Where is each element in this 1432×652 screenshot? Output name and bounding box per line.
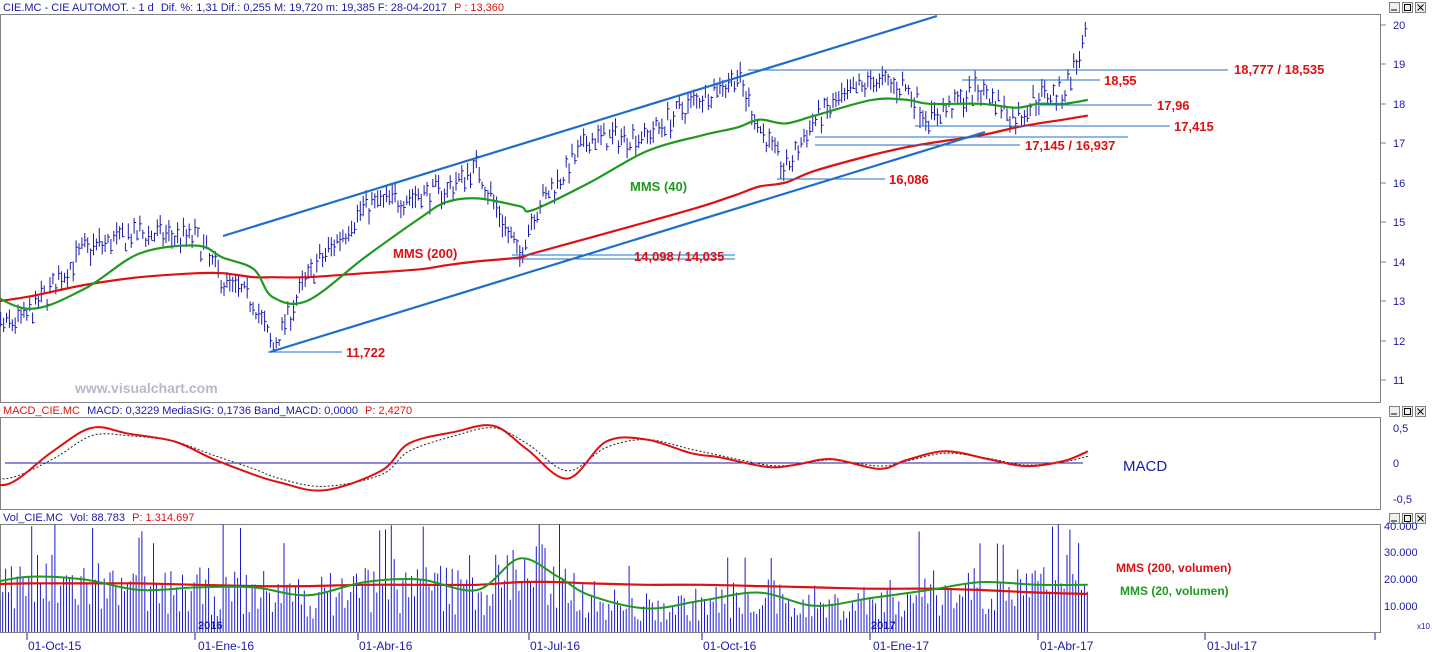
volume-window-buttons — [1389, 513, 1426, 524]
volume-y-tick: 40.000 — [1384, 521, 1418, 533]
year-labels: 2016 2017 — [198, 620, 895, 632]
macd-y-tick: 0,5 — [1393, 423, 1408, 435]
maximize-icon[interactable] — [1402, 406, 1413, 417]
macd-label: MACD — [1123, 458, 1167, 475]
volume-scale-tag: x10 — [1417, 622, 1430, 631]
minimize-icon[interactable] — [1389, 513, 1400, 524]
macd-y-tick: 0 — [1393, 458, 1399, 470]
watermark: www.visualchart.com — [74, 380, 218, 396]
volume-y-tick: 30.000 — [1384, 547, 1418, 559]
volume-stats: Vol: 88.783 — [70, 512, 125, 524]
level-annotations: 18,777 / 18,535 18,55 17,96 17,415 17,14… — [346, 62, 1324, 360]
price-moving-averages — [0, 97, 1088, 310]
macd-header: MACD_CIE.MC MACD: 0,3229 MediaSIG: 0,173… — [3, 405, 412, 417]
x-tick-label: 01-Oct-16 — [703, 639, 757, 652]
x-tick-label: 01-Abr-17 — [1040, 639, 1094, 652]
level-label-17415: 17,415 — [1174, 119, 1214, 134]
mms200-label: MMS (200) — [393, 246, 457, 261]
close-icon[interactable] — [1415, 2, 1426, 13]
x-tick-label: 01-Jul-16 — [530, 639, 580, 652]
price-header: CIE.MC - CIE AUTOMOT. - 1 d Dif. %: 1,31… — [3, 2, 504, 14]
level-label-1796: 17,96 — [1157, 98, 1190, 113]
x-axis: 01-Oct-15 01-Ene-16 01-Abr-16 01-Jul-16 … — [28, 639, 1257, 652]
levels — [268, 69, 1228, 353]
price-bars — [0, 21, 1088, 351]
volume-mms20-line — [0, 557, 1088, 610]
channel-upper-line — [222, 14, 938, 238]
x-tick-label: 01-Jul-17 — [1207, 639, 1257, 652]
volume-mms20-label: MMS (20, volumen) — [1120, 584, 1229, 598]
mms40-line — [0, 97, 1088, 310]
macd-y-tick: -0,5 — [1393, 494, 1412, 506]
price-p-label: P : 13,360 — [454, 2, 504, 14]
macd-line — [0, 424, 1089, 492]
price-ticker: CIE.MC - CIE AUTOMOT. - 1 d — [3, 2, 154, 14]
volume-mms200-line — [0, 580, 1088, 595]
mms200-line — [0, 114, 1088, 303]
macd-stats: MACD: 0,3229 MediaSIG: 0,1736 Band_MACD:… — [87, 405, 358, 417]
macd-ticker: MACD_CIE.MC — [3, 405, 80, 417]
price-y-tick: 14 — [1393, 257, 1405, 269]
volume-y-tick: 10.000 — [1384, 601, 1418, 613]
level-label-1855: 18,55 — [1104, 73, 1137, 88]
macd-p-label: P: 2,4270 — [365, 405, 412, 417]
year-label: 2017 — [871, 620, 895, 632]
level-label-11722: 11,722 — [346, 345, 385, 360]
panel-headers-bg — [0, 0, 1432, 524]
maximize-icon[interactable] — [1402, 513, 1413, 524]
minimize-icon[interactable] — [1389, 2, 1400, 13]
price-y-tick: 20 — [1393, 20, 1405, 32]
price-y-tick: 13 — [1393, 296, 1405, 308]
volume-mms200-label: MMS (200, volumen) — [1116, 561, 1231, 575]
x-tick-label: 01-Ene-16 — [198, 639, 254, 652]
minimize-icon[interactable] — [1389, 406, 1400, 417]
price-window-buttons — [1389, 2, 1426, 13]
price-y-tick: 11 — [1393, 375, 1404, 387]
x-axis-ticks — [26, 633, 1376, 640]
level-label-16086: 16,086 — [889, 172, 929, 187]
x-tick-label: 01-Abr-16 — [359, 639, 413, 652]
trend-channel — [222, 14, 986, 354]
price-y-axis: 20 19 18 17 16 15 14 13 12 11 — [1393, 20, 1405, 387]
volume-moving-averages — [0, 557, 1088, 610]
price-y-ticks-marks — [1381, 24, 1386, 381]
panel-frames — [0, 14, 1381, 633]
level-label-14098: 14,098 / 14,035 — [634, 249, 724, 264]
mms40-label: MMS (40) — [630, 179, 687, 194]
maximize-icon[interactable] — [1402, 2, 1413, 13]
volume-panel-frame — [0, 524, 1381, 633]
volume-bars — [0, 524, 1088, 632]
x-tick-label: 01-Ene-17 — [873, 639, 929, 652]
price-panel-frame — [0, 14, 1381, 403]
price-stats: Dif. %: 1,31 Dif.: 0,255 M: 19,720 m: 19… — [161, 2, 447, 14]
price-y-tick: 15 — [1393, 217, 1405, 229]
channel-lower-line — [269, 130, 986, 354]
volume-y-tick: 20.000 — [1384, 574, 1418, 586]
price-y-tick: 18 — [1393, 99, 1405, 111]
macd-panel-frame — [0, 417, 1381, 510]
macd-y-axis: 0,5 0 -0,5 — [1393, 423, 1412, 506]
volume-p-label: P: 1.314.697 — [132, 512, 194, 524]
price-y-tick: 12 — [1393, 336, 1405, 348]
close-icon[interactable] — [1415, 406, 1426, 417]
macd-window-buttons — [1389, 406, 1426, 417]
level-label-18777: 18,777 / 18,535 — [1234, 62, 1324, 77]
volume-ticker: Vol_CIE.MC — [3, 512, 63, 524]
x-tick-label: 01-Oct-15 — [28, 639, 82, 652]
volume-y-axis: 40.000 30.000 20.000 10.000 — [1384, 521, 1418, 613]
price-y-tick: 17 — [1393, 138, 1405, 150]
volume-header: Vol_CIE.MC Vol: 88.783 P: 1.314.697 — [3, 512, 195, 524]
macd-lines — [0, 424, 1089, 492]
year-label: 2016 — [198, 620, 222, 632]
level-label-17145: 17,145 / 16,937 — [1025, 138, 1115, 153]
close-icon[interactable] — [1415, 513, 1426, 524]
price-y-tick: 19 — [1393, 59, 1405, 71]
price-y-tick: 16 — [1393, 178, 1405, 190]
macd-signal-line — [0, 427, 1088, 487]
